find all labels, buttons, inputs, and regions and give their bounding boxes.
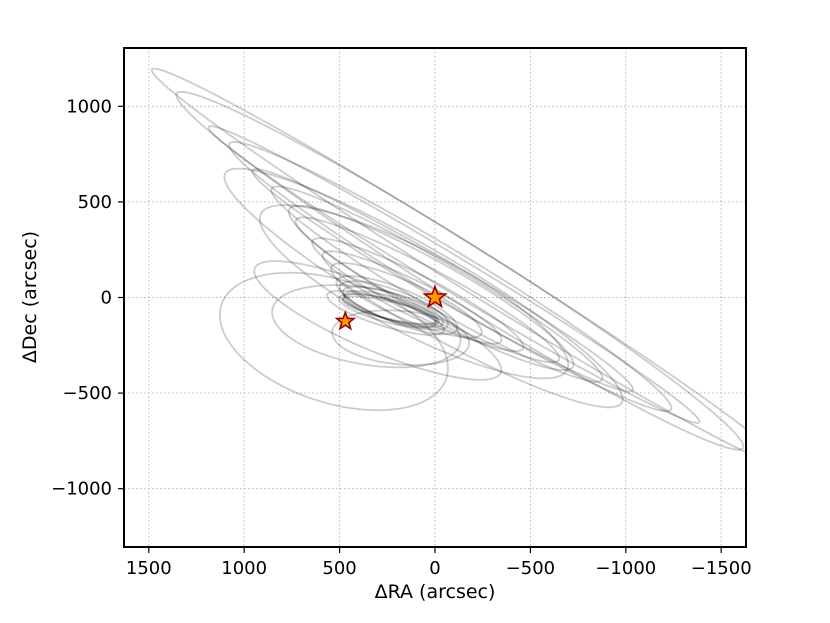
companion-star-marker xyxy=(334,310,357,331)
orbit-track xyxy=(175,90,745,451)
orbit-tracks xyxy=(150,67,746,454)
orbit-track xyxy=(287,204,575,371)
y-tick-label: −500 xyxy=(63,383,112,404)
x-tick-label: 1500 xyxy=(126,558,172,579)
orbit-track xyxy=(218,271,449,412)
orbit-track xyxy=(207,125,701,424)
orbit-track xyxy=(330,262,483,339)
x-tick-label: 1000 xyxy=(221,558,267,579)
orbit-track xyxy=(271,284,462,369)
orbit-track xyxy=(270,185,604,383)
orbit-track xyxy=(343,290,440,327)
orbit-track xyxy=(150,67,746,454)
orbit-track xyxy=(294,216,560,364)
x-tick-label: −1000 xyxy=(595,558,656,579)
y-tick-label: 500 xyxy=(78,192,112,213)
y-tick-label: −1000 xyxy=(51,479,112,500)
orbit-track xyxy=(228,140,673,413)
orbit-track xyxy=(326,289,445,336)
orbit-track xyxy=(253,260,503,381)
x-tick-label: 0 xyxy=(429,558,440,579)
orbit-track xyxy=(342,285,444,329)
star-markers xyxy=(334,284,448,331)
x-tick-label: 500 xyxy=(322,558,356,579)
orbit-track xyxy=(251,168,634,393)
orbit-track xyxy=(331,309,470,366)
orbit-track xyxy=(321,250,503,345)
y-axis-label: ΔDec (arcsec) xyxy=(19,231,41,363)
orbit-track xyxy=(335,275,459,336)
orbit-track xyxy=(337,293,437,329)
axis-ticks: 1500 1000 500 0 −500 −1000 −1500 −1000 −500 0 500 1… xyxy=(51,96,752,579)
orbit-track xyxy=(311,237,525,353)
x-axis-label: ΔRA (arcsec) xyxy=(375,581,496,603)
orbit-track xyxy=(341,295,437,325)
orbit-track xyxy=(341,293,439,326)
x-tick-label: −1500 xyxy=(691,558,752,579)
orbit-track xyxy=(338,280,449,331)
orbit-track xyxy=(259,204,570,380)
y-tick-label: 1000 xyxy=(66,96,112,117)
y-tick-label: 0 xyxy=(101,288,112,309)
primary-star-marker xyxy=(422,284,448,309)
orbit-track xyxy=(223,167,624,409)
x-tick-label: −500 xyxy=(506,558,555,579)
